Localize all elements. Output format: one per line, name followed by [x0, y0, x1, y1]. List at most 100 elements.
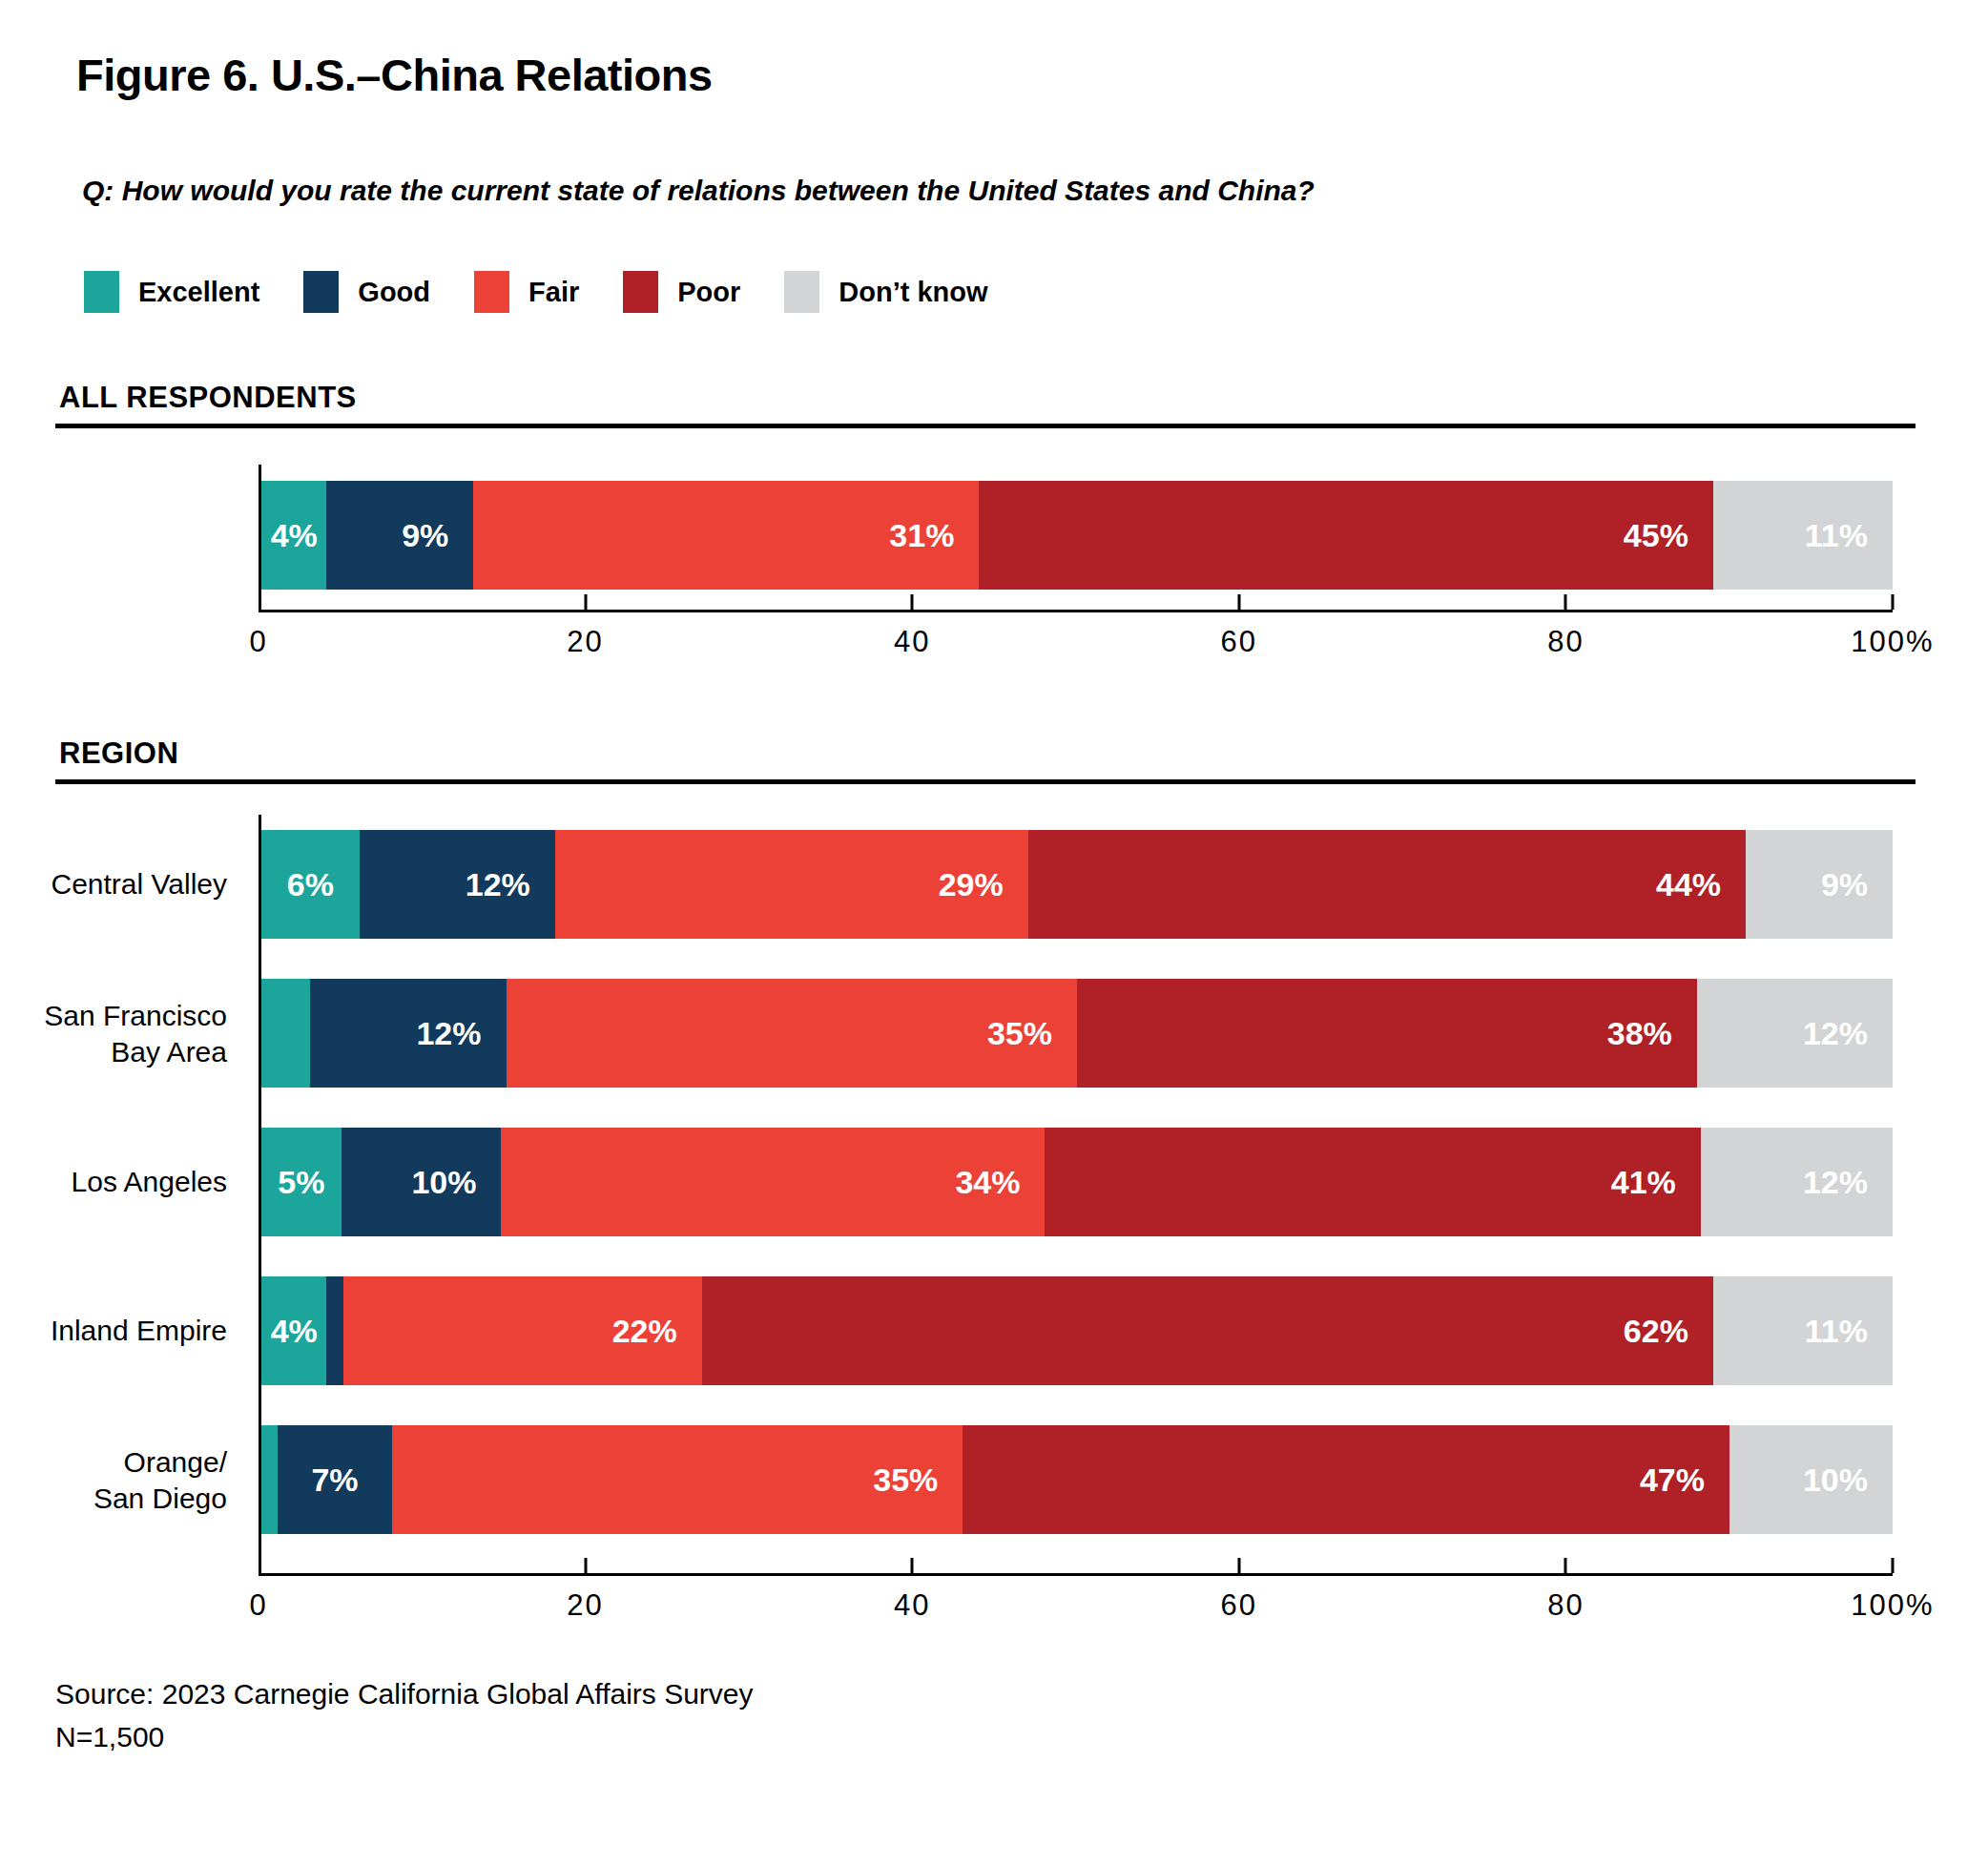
axis-tick	[1564, 1558, 1567, 1573]
bar-segment-don-t-know: 10%	[1729, 1425, 1893, 1534]
bar-segment-fair: 34%	[501, 1128, 1045, 1236]
sample-size: N=1,500	[55, 1721, 164, 1752]
axis-tick-label: 60	[1221, 1588, 1257, 1623]
axis-tick	[1892, 1558, 1895, 1573]
bar-segment-excellent: 4%	[261, 481, 326, 590]
axis-tick-labels: 020406080100%	[259, 1588, 1893, 1628]
section-rule	[55, 779, 1916, 784]
bar-segment-good: 12%	[310, 979, 506, 1088]
segment-value-label: 9%	[402, 517, 473, 554]
section-header-all-respondents: ALL RESPONDENTS	[59, 380, 1916, 415]
segment-value-label: 11%	[1805, 517, 1893, 554]
bar-segment-poor: 38%	[1077, 979, 1697, 1088]
legend-swatch	[623, 271, 658, 313]
segment-value-label: 29%	[939, 866, 1028, 903]
legend-label: Poor	[677, 277, 740, 308]
segment-value-label: 12%	[1803, 1164, 1893, 1201]
segment-value-label: 62%	[1624, 1313, 1713, 1350]
bar-segment-poor: 62%	[702, 1276, 1713, 1385]
legend-swatch	[474, 271, 509, 313]
segment-value-label: 5%	[278, 1164, 324, 1201]
x-axis	[259, 1573, 1893, 1576]
axis-tick	[1237, 1558, 1240, 1573]
axis-tick	[1237, 594, 1240, 610]
axis-tick-label: 80	[1547, 625, 1584, 659]
segment-value-label: 12%	[1803, 1015, 1893, 1052]
stacked-bar: 12% 35% 38% 12%	[261, 979, 1893, 1088]
section-all-respondents: ALL RESPONDENTS 4%9%31%45%11%02040608010…	[55, 380, 1916, 665]
bar-segment-don-t-know: 9%	[1746, 830, 1893, 939]
category-label: Central Valley	[0, 867, 227, 903]
axis-tick-labels: 020406080100%	[259, 625, 1893, 665]
legend-label: Don’t know	[839, 277, 987, 308]
segment-value-label: 47%	[1640, 1462, 1729, 1499]
axis-tick	[911, 594, 914, 610]
x-axis	[259, 610, 1893, 612]
bar-row: 4% 9% 31% 45% 11%	[261, 481, 1893, 590]
segment-value-label: 31%	[889, 517, 979, 554]
source-note: Source: 2023 Carnegie California Global …	[55, 1672, 1916, 1758]
axis-tick-label: 40	[894, 1588, 930, 1623]
segment-value-label: 35%	[873, 1462, 963, 1499]
axis-tick-label: 100%	[1851, 625, 1934, 659]
legend-label: Good	[358, 277, 430, 308]
axis-tick-label: 20	[567, 625, 603, 659]
segment-value-label: 38%	[1607, 1015, 1697, 1052]
axis-tick-label: 0	[249, 625, 267, 659]
category-label: Orange/ San Diego	[0, 1444, 227, 1516]
bar-segment-excellent	[261, 979, 310, 1088]
segment-value-label: 9%	[1821, 866, 1893, 903]
segment-value-label: 4%	[271, 517, 318, 554]
bar-row: San Francisco Bay Area12%35%38%12%	[261, 979, 1893, 1088]
axis-tick	[911, 1558, 914, 1573]
bar-row: Inland Empire4%22%62%11%	[261, 1276, 1893, 1385]
axis-tick	[1564, 594, 1567, 610]
axis-tick-label: 40	[894, 625, 930, 659]
segment-value-label: 44%	[1656, 866, 1746, 903]
segment-value-label: 4%	[271, 1313, 318, 1350]
bar-segment-good: 7%	[278, 1425, 392, 1534]
bar-segment-fair: 22%	[343, 1276, 702, 1385]
axis-tick-label: 0	[249, 1588, 267, 1623]
segment-value-label: 22%	[612, 1313, 702, 1350]
bar-segment-poor: 41%	[1045, 1128, 1700, 1236]
bar-segment-poor: 47%	[963, 1425, 1729, 1534]
segment-value-label: 35%	[987, 1015, 1077, 1052]
category-label: Inland Empire	[0, 1314, 227, 1350]
bar-row: Orange/ San Diego7%35%47%10%	[261, 1425, 1893, 1534]
stacked-bar: 7% 35% 47% 10%	[261, 1425, 1893, 1534]
bar-segment-good: 12%	[360, 830, 555, 939]
axis-tick	[1892, 594, 1895, 610]
chart-region: Central Valley6%12%29%44%9%San Francisco…	[259, 815, 1893, 1628]
bar-segment-good: 10%	[342, 1128, 502, 1236]
segment-value-label: 11%	[1805, 1313, 1893, 1350]
bar-segment-fair: 29%	[555, 830, 1028, 939]
bar-segment-good	[326, 1276, 342, 1385]
chart-legend: ExcellentGoodFairPoorDon’t know	[84, 271, 1916, 313]
bar-row: Los Angeles5%10%34%41%12%	[261, 1128, 1893, 1236]
bar-segment-don-t-know: 11%	[1713, 481, 1893, 590]
axis-tick-label: 20	[567, 1588, 603, 1623]
bar-segment-good: 9%	[326, 481, 473, 590]
source-line: Source: 2023 Carnegie California Global …	[55, 1678, 754, 1710]
category-label: San Francisco Bay Area	[0, 998, 227, 1069]
chart-all-respondents: 4%9%31%45%11%020406080100%	[259, 465, 1893, 665]
axis-tick	[584, 594, 587, 610]
section-region: REGION Central Valley6%12%29%44%9%San Fr…	[55, 736, 1916, 1628]
section-rule	[55, 424, 1916, 428]
segment-value-label: 7%	[311, 1462, 358, 1499]
bar-segment-excellent: 4%	[261, 1276, 326, 1385]
segment-value-label: 12%	[416, 1015, 506, 1052]
bar-row: Central Valley6%12%29%44%9%	[261, 830, 1893, 939]
axis-tick-label: 80	[1547, 1588, 1584, 1623]
category-label: Los Angeles	[0, 1165, 227, 1201]
bar-segment-fair: 35%	[392, 1425, 963, 1534]
segment-value-label: 41%	[1611, 1164, 1701, 1201]
legend-item: Good	[303, 271, 430, 313]
bar-segment-don-t-know: 12%	[1697, 979, 1893, 1088]
segment-value-label: 10%	[1803, 1462, 1893, 1499]
segment-value-label: 45%	[1624, 517, 1713, 554]
segment-value-label: 10%	[411, 1164, 501, 1201]
legend-item: Fair	[474, 271, 579, 313]
stacked-bar: 4% 22% 62% 11%	[261, 1276, 1893, 1385]
